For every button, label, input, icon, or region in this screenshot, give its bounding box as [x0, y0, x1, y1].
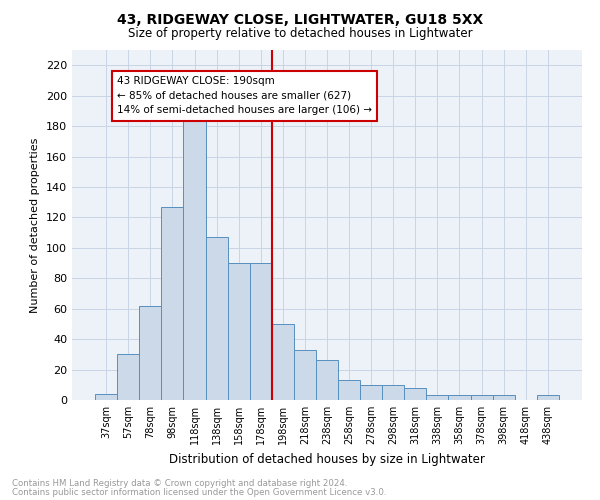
Bar [448, 396, 470, 400]
Bar [404, 388, 427, 400]
Bar [316, 360, 338, 400]
Bar [338, 380, 360, 400]
Bar [117, 354, 139, 400]
Bar [272, 324, 294, 400]
Bar [470, 396, 493, 400]
Bar [250, 263, 272, 400]
Text: Contains public sector information licensed under the Open Government Licence v3: Contains public sector information licen… [12, 488, 386, 497]
Text: 43 RIDGEWAY CLOSE: 190sqm
← 85% of detached houses are smaller (627)
14% of semi: 43 RIDGEWAY CLOSE: 190sqm ← 85% of detac… [117, 76, 372, 116]
Bar [537, 396, 559, 400]
Bar [294, 350, 316, 400]
X-axis label: Distribution of detached houses by size in Lightwater: Distribution of detached houses by size … [169, 452, 485, 466]
Bar [139, 306, 161, 400]
Bar [161, 206, 184, 400]
Bar [382, 385, 404, 400]
Bar [184, 111, 206, 400]
Y-axis label: Number of detached properties: Number of detached properties [31, 138, 40, 312]
Bar [360, 385, 382, 400]
Bar [493, 396, 515, 400]
Text: Size of property relative to detached houses in Lightwater: Size of property relative to detached ho… [128, 28, 472, 40]
Text: 43, RIDGEWAY CLOSE, LIGHTWATER, GU18 5XX: 43, RIDGEWAY CLOSE, LIGHTWATER, GU18 5XX [117, 12, 483, 26]
Bar [206, 237, 227, 400]
Bar [227, 263, 250, 400]
Bar [95, 394, 117, 400]
Text: Contains HM Land Registry data © Crown copyright and database right 2024.: Contains HM Land Registry data © Crown c… [12, 479, 347, 488]
Bar [427, 396, 448, 400]
